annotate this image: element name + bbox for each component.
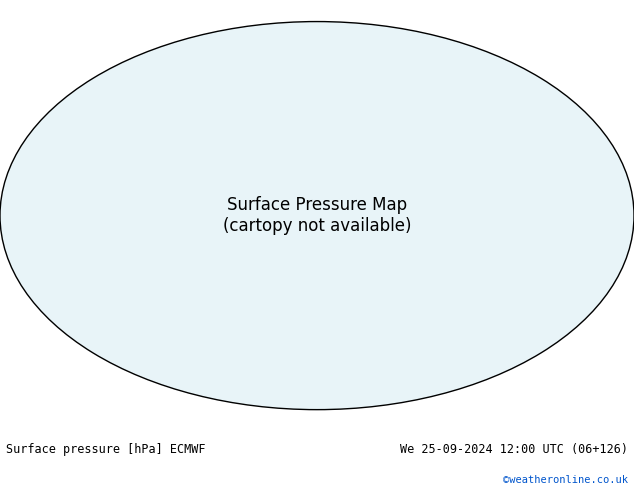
- Text: ©weatheronline.co.uk: ©weatheronline.co.uk: [503, 475, 628, 485]
- Text: Surface Pressure Map
(cartopy not available): Surface Pressure Map (cartopy not availa…: [223, 196, 411, 235]
- Text: Surface pressure [hPa] ECMWF: Surface pressure [hPa] ECMWF: [6, 442, 206, 456]
- Text: We 25-09-2024 12:00 UTC (06+126): We 25-09-2024 12:00 UTC (06+126): [399, 442, 628, 456]
- Ellipse shape: [0, 22, 634, 410]
